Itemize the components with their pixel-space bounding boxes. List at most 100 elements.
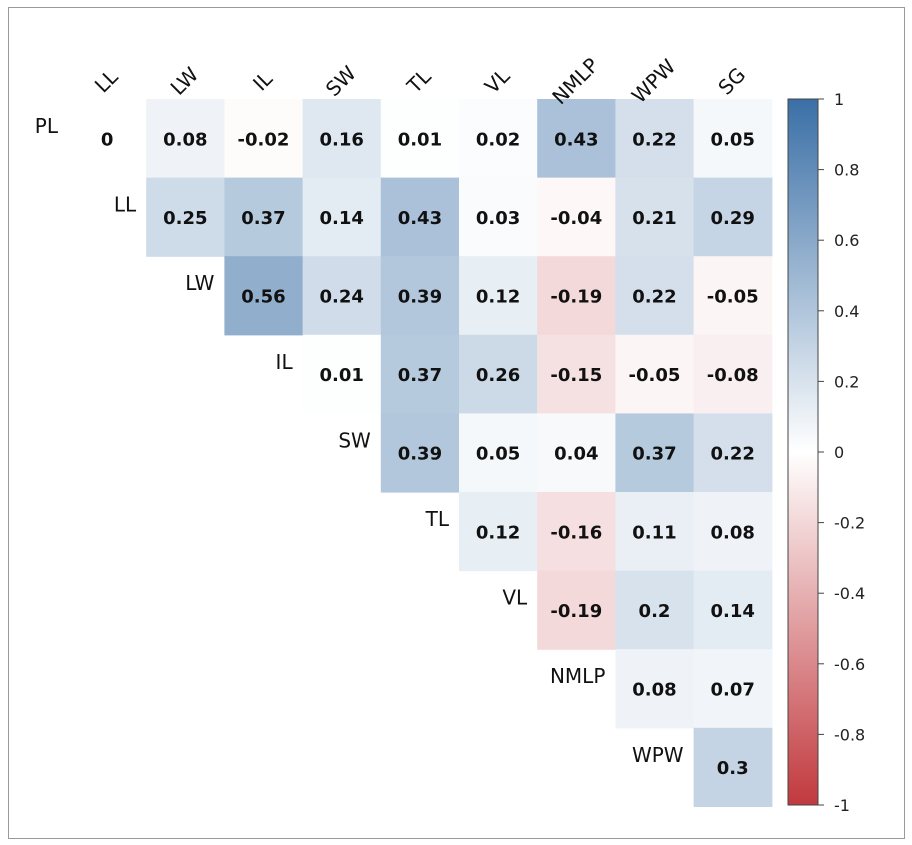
heatmap-cell [693, 177, 773, 257]
colorbar-tick-label: -0.4 [834, 584, 865, 603]
row-label: WPW [632, 743, 684, 767]
row-label: LL [114, 193, 137, 217]
heatmap-cell [459, 334, 538, 414]
heatmap-cell [302, 177, 382, 257]
cell-value: 0.01 [319, 365, 363, 386]
heatmap-cell [380, 334, 460, 414]
cell-value: 0.43 [554, 129, 598, 150]
colorbar: 1 0.8 0.6 0.4 0.2 0 -0.2 -0.4 -0.6 -0.8 -1 [787, 90, 865, 815]
heatmap-cell [68, 99, 147, 179]
heatmap-cell [615, 256, 695, 336]
cell-value: 0.11 [632, 522, 676, 543]
cell-value: 0.01 [398, 129, 442, 150]
heatmap-cell [537, 334, 616, 414]
heatmap-cell [537, 99, 616, 179]
cell-value: 0.2 [639, 601, 671, 622]
heatmap-cell [615, 492, 695, 572]
heatmap-cell [380, 256, 460, 336]
heatmap-cell [693, 99, 773, 179]
cell-value: 0.22 [632, 129, 676, 150]
heatmap-cell [224, 256, 304, 336]
heatmap-cell [537, 413, 616, 493]
heatmap-cell [302, 256, 382, 336]
cell-value: 0.08 [710, 522, 754, 543]
heatmap-cell [380, 413, 460, 493]
cell-value: 0.25 [163, 208, 207, 229]
cell-value: 0.37 [398, 365, 442, 386]
cell-value: 0.04 [554, 444, 598, 465]
column-label: SW [321, 61, 361, 101]
cell-value: 0.39 [398, 444, 442, 465]
heatmap-cell [459, 99, 538, 179]
heatmap-cell [380, 99, 460, 179]
heatmap-cell [224, 177, 304, 257]
heatmap-cell [459, 256, 538, 336]
heatmap-cell [615, 570, 695, 650]
heatmap-cell [459, 492, 538, 572]
cell-value: -0.19 [550, 287, 602, 308]
cell-value: -0.19 [550, 601, 602, 622]
heatmap-cell [302, 334, 382, 414]
cell-value: 0.56 [241, 287, 285, 308]
heatmap-cell [693, 649, 773, 729]
heatmap-cell [693, 727, 773, 807]
colorbar-tick-label: 0.2 [834, 372, 859, 391]
colorbar-tick-label: 0 [834, 443, 844, 462]
cell-value: 0.14 [319, 208, 363, 229]
row-label: VL [502, 586, 528, 610]
heatmap-cell [615, 99, 695, 179]
heatmap-cell [693, 570, 773, 650]
cell-value: 0.43 [398, 208, 442, 229]
cell-value: -0.04 [550, 208, 602, 229]
heatmap-cell [146, 99, 225, 179]
heatmap-cell [537, 570, 616, 650]
heatmap-cell [537, 177, 616, 257]
cell-value: -0.15 [550, 365, 602, 386]
heatmap-cell [615, 413, 695, 493]
column-label: SG [713, 63, 750, 100]
cell-value: 0.12 [476, 522, 520, 543]
heatmap-cell [146, 177, 225, 257]
cell-value: 0.08 [632, 680, 676, 701]
heatmap-cell [224, 99, 304, 179]
colorbar-tick-label: 0.6 [834, 231, 859, 250]
colorbar-gradient [787, 98, 819, 806]
row-label: NMLP [550, 664, 605, 688]
colorbar-tick-label: 0.8 [834, 161, 859, 180]
row-label: TL [425, 507, 450, 531]
heatmap-cell [693, 492, 773, 572]
cell-value-labels: 0 0.08 -0.02 0.16 0.01 0.02 0.43 0.22 0.05 0.25 0.… [101, 129, 759, 779]
cell-value: 0.12 [476, 287, 520, 308]
cell-value: -0.16 [550, 522, 602, 543]
column-label: VL [480, 63, 515, 98]
cell-value: 0.24 [319, 287, 363, 308]
heatmap-cell [380, 177, 460, 257]
cell-value: 0.29 [710, 208, 754, 229]
row-labels: PL LL LW IL SW TL VL NMLP WPW [35, 114, 684, 767]
cell-value: 0 [101, 129, 114, 150]
heatmap-cell [693, 256, 773, 336]
cell-value: 0.14 [710, 601, 754, 622]
heatmap-cell [693, 413, 773, 493]
cell-value: 0.07 [710, 680, 754, 701]
cell-value: 0.08 [163, 129, 207, 150]
cell-value: -0.05 [707, 287, 759, 308]
cell-value: 0.22 [710, 444, 754, 465]
colorbar-tick-label: -0.2 [834, 514, 865, 533]
heatmap-cell [693, 334, 773, 414]
heatmap-cell [537, 492, 616, 572]
colorbar-tick-label: 0.4 [834, 302, 859, 321]
cell-value: 0.37 [241, 208, 285, 229]
row-label: PL [35, 114, 59, 138]
column-label: LW [166, 62, 204, 100]
colorbar-tick-label: -0.8 [834, 725, 865, 744]
column-label: LL [90, 64, 123, 97]
cell-value: 0.39 [398, 287, 442, 308]
cell-value: 0.05 [710, 129, 754, 150]
cell-value: 0.02 [476, 129, 520, 150]
heatmap-cell [615, 177, 695, 257]
row-label: LW [185, 271, 214, 295]
heatmap-cell [459, 413, 538, 493]
colorbar-tick-label: 1 [834, 90, 844, 109]
